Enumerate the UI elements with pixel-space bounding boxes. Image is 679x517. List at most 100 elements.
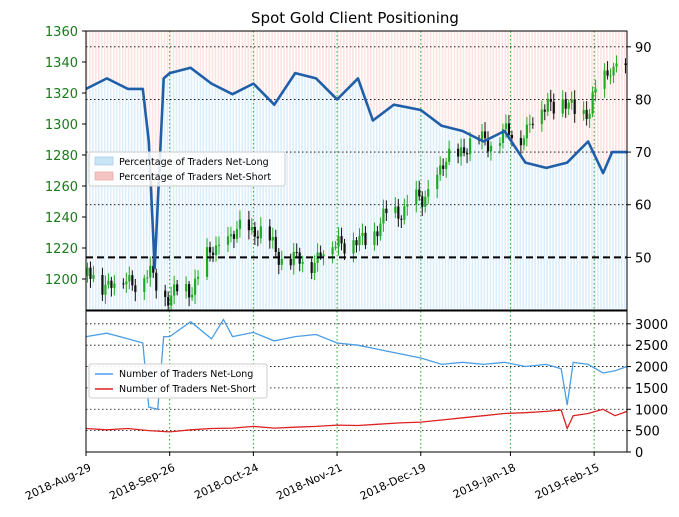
net-long-fill-slice — [172, 71, 175, 310]
net-short-fill-slice — [247, 31, 250, 86]
candle-body — [196, 276, 200, 279]
net-short-fill-slice — [169, 31, 172, 73]
net-long-fill-slice — [316, 79, 318, 310]
net-long-fill-slice — [352, 82, 354, 310]
net-long-fill-slice — [561, 163, 563, 310]
net-short-fill-slice — [414, 31, 417, 110]
candle-body — [331, 247, 334, 255]
net-short-fill-slice — [432, 31, 435, 121]
net-long-fill-slice — [331, 94, 333, 310]
net-long-fill-slice — [405, 107, 408, 310]
net-short-fill-slice — [423, 31, 426, 114]
net-long-fill-slice — [588, 144, 590, 310]
net-short-fill-slice — [555, 31, 557, 166]
net-long-fill-slice — [196, 73, 199, 310]
candle-body — [361, 232, 364, 236]
net-short-fill-slice — [396, 31, 399, 106]
net-short-fill-slice — [214, 31, 217, 86]
net-long-fill-slice — [465, 133, 468, 310]
net-short-fill-slice — [250, 31, 253, 85]
legend-net-long: Percentage of Traders Net-Long — [119, 157, 269, 168]
net-long-fill-slice — [103, 79, 106, 310]
net-short-fill-slice — [564, 31, 566, 163]
net-short-fill-slice — [390, 31, 393, 106]
candle-body — [424, 196, 427, 207]
net-short-fill-slice — [420, 31, 423, 112]
candle-body — [528, 123, 531, 125]
net-long-fill-slice — [555, 165, 557, 310]
net-long-fill-slice — [363, 99, 366, 310]
net-short-fill-slice — [280, 31, 282, 94]
right-tick-label: 50 — [635, 251, 652, 266]
net-short-swatch — [94, 171, 114, 181]
net-long-fill-slice — [211, 84, 214, 310]
net-long-fill-slice — [301, 74, 303, 310]
net-long-fill-slice — [435, 122, 438, 310]
net-long-fill-slice — [516, 151, 519, 310]
candle-body — [343, 243, 346, 254]
net-short-fill-slice — [304, 31, 306, 76]
net-long-fill-slice — [462, 131, 465, 310]
net-long-fill-slice — [250, 84, 253, 310]
net-long-fill-slice — [238, 90, 241, 310]
candle-body — [504, 123, 508, 130]
net-short-fill-slice — [172, 31, 175, 72]
candle-body — [609, 75, 612, 77]
candle-body — [173, 284, 176, 296]
candle-body — [113, 283, 116, 288]
candle-body — [253, 227, 256, 237]
net-long-fill-slice — [181, 69, 184, 310]
net-long-swatch — [94, 156, 114, 166]
net-short-fill-slice — [289, 31, 291, 80]
candle-body — [128, 275, 131, 282]
net-short-fill-slice — [531, 31, 533, 165]
candle-body — [564, 99, 567, 109]
net-short-fill-slice — [444, 31, 447, 127]
net-long-fill-slice — [148, 173, 151, 310]
net-short-fill-slice — [585, 31, 587, 144]
candle-body — [382, 208, 385, 224]
net-long-fill-slice — [337, 97, 339, 310]
net-short-fill-slice — [453, 31, 456, 130]
sentiment-legend: Percentage of Traders Net-Long Percentag… — [88, 151, 286, 187]
net-long-fill-slice — [357, 82, 360, 310]
net-long-fill-slice — [378, 114, 381, 310]
net-short-fill-slice — [355, 31, 357, 80]
candle-body — [334, 246, 337, 248]
net-short-fill-slice — [319, 31, 321, 83]
candle-body — [582, 109, 585, 114]
net-short-fill-slice — [316, 31, 318, 80]
legend-net-long-count: Number of Traders Net-Long — [119, 369, 253, 380]
net-short-fill-slice — [462, 31, 465, 132]
net-long-fill-slice — [414, 109, 417, 310]
net-long-fill-slice — [618, 152, 620, 310]
left-tick-label: 1320 — [45, 87, 78, 102]
net-long-fill-slice — [322, 85, 324, 310]
net-long-fill-slice — [193, 71, 196, 310]
net-short-fill-slice — [393, 31, 396, 105]
net-short-fill-slice — [477, 31, 480, 140]
candle-body — [364, 232, 367, 246]
net-long-fill-slice — [265, 97, 267, 310]
net-short-fill-slice — [624, 31, 626, 153]
net-short-fill-slice — [579, 31, 581, 150]
net-long-fill-slice — [366, 107, 369, 310]
net-short-fill-slice — [124, 31, 127, 89]
net-long-fill-slice — [253, 85, 256, 310]
candle-body — [573, 99, 576, 114]
candle-body — [624, 63, 627, 65]
net-long-fill-slice — [492, 136, 495, 310]
candle-body — [570, 99, 573, 103]
net-short-fill-slice — [325, 31, 327, 89]
legend-net-short-count: Number of Traders Net-Short — [119, 384, 256, 395]
net-short-fill-slice — [387, 31, 390, 109]
net-long-percentage-line — [86, 66, 627, 270]
net-long-fill-slice — [582, 146, 584, 310]
net-long-fill-slice — [247, 85, 250, 310]
net-long-fill-slice — [346, 88, 348, 310]
net-short-fill-slice — [223, 31, 226, 91]
net-long-fill-slice — [169, 72, 172, 310]
net-long-fill-slice — [501, 131, 504, 310]
candle-body — [543, 109, 546, 112]
net-short-fill-slice — [349, 31, 351, 86]
